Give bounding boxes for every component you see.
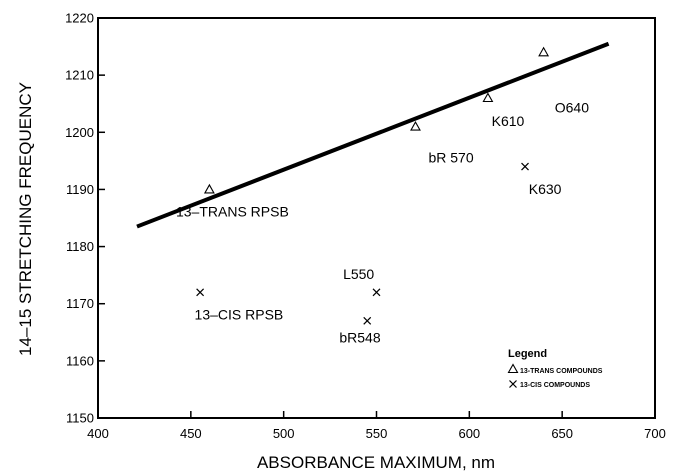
x-tick-label: 550 <box>366 426 388 441</box>
x-tick-label: 500 <box>273 426 295 441</box>
legend-item-trans: 13-TRANS COMPOUNDS <box>520 368 603 375</box>
legend-title: Legend <box>508 348 547 360</box>
point-annotations: 13–TRANS RPSB bR 570 K610 O640 K630 L550 13–CI… <box>176 99 589 345</box>
x-tick-label: 400 <box>87 426 109 441</box>
y-tick-label: 1220 <box>65 11 94 26</box>
trans-point <box>203 183 215 194</box>
point-label: bR548 <box>339 330 380 346</box>
x-axis-title: ABSORBANCE MAXIMUM, nm <box>257 453 495 472</box>
legend-x-marker <box>509 380 517 388</box>
y-axis-title: 14–15 STRETCHING FREQUENCY <box>16 82 35 356</box>
trans-point <box>482 92 494 103</box>
y-axis: 1150 1160 1170 1180 1190 1200 1210 1220 <box>65 11 105 426</box>
point-label: 13–CIS RPSB <box>195 307 284 323</box>
cis-point <box>521 162 529 171</box>
cis-point <box>363 316 372 325</box>
cis-point <box>196 288 205 297</box>
x-tick-label: 700 <box>644 426 666 441</box>
point-label: 13–TRANS RPSB <box>176 203 289 219</box>
trend-line <box>136 41 610 229</box>
point-label: O640 <box>555 99 589 115</box>
y-tick-label: 1210 <box>65 68 94 83</box>
legend-x-icon <box>509 380 517 388</box>
y-tick-label: 1180 <box>66 239 94 254</box>
point-label: K610 <box>492 113 525 129</box>
x-tick-label: 600 <box>458 426 480 441</box>
cis-point <box>372 288 381 297</box>
legend-triangle-marker <box>507 363 519 374</box>
legend-item-cis: 13-CIS COMPOUNDS <box>520 382 590 389</box>
point-label: L550 <box>343 266 374 282</box>
y-tick-label: 1190 <box>66 182 94 197</box>
data-points <box>196 46 550 325</box>
y-tick-label: 1160 <box>66 353 94 368</box>
legend: Legend 13-TRANS COMPOUNDS 13-CIS COMPOUN… <box>507 348 603 389</box>
y-tick-label: 1150 <box>66 411 94 426</box>
x-axis: 400 450 500 550 600 650 700 <box>87 411 666 441</box>
y-tick-label: 1170 <box>66 296 94 311</box>
legend-triangle-icon <box>507 363 519 374</box>
point-label: K630 <box>529 181 562 197</box>
point-label: bR 570 <box>428 150 473 166</box>
x-tick-label: 450 <box>180 426 202 441</box>
x-tick-label: 650 <box>551 426 573 441</box>
trans-point <box>538 46 550 57</box>
y-tick-label: 1200 <box>65 125 94 140</box>
trans-point <box>410 120 421 131</box>
